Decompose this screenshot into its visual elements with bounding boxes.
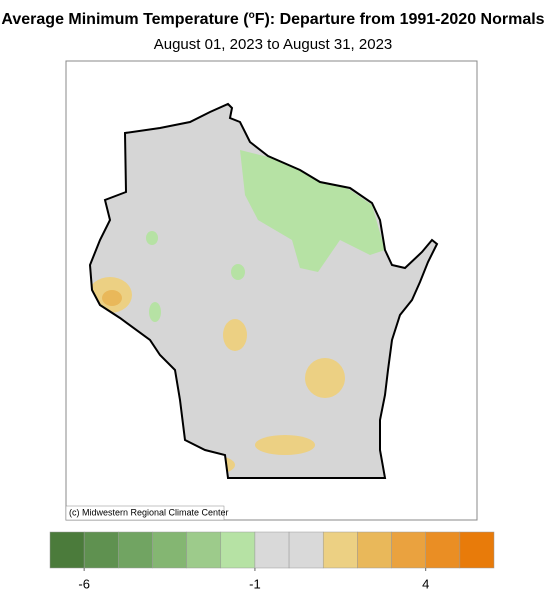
warm-area (102, 290, 122, 306)
warm-area (255, 435, 315, 455)
cool-area (149, 302, 161, 322)
legend-swatch (186, 531, 222, 569)
legend-swatch (254, 531, 290, 569)
title: Average Minimum Temperature (oF): Depart… (1, 10, 544, 29)
credit: (c) Midwestern Regional Climate Center (69, 507, 229, 517)
legend-swatch (118, 531, 153, 569)
legend-swatch (220, 531, 256, 569)
legend-swatch (357, 531, 392, 569)
legend: -6 -1 4 (49, 531, 495, 591)
legend-swatch (391, 531, 426, 569)
legend-tick-label: -1 (249, 576, 261, 591)
legend-swatch (152, 531, 187, 569)
legend-tick-label: -6 (78, 576, 90, 591)
legend-swatch (288, 531, 324, 569)
cool-area (240, 150, 385, 272)
legend-swatch (322, 531, 358, 569)
title-text: F): Departure from 1991-2020 Normals (255, 11, 545, 28)
legend-swatch (49, 531, 85, 569)
title-superscript: o (249, 10, 255, 21)
title-text: Average Minimum Temperature ( (1, 11, 249, 28)
cool-area (146, 231, 158, 245)
legend-swatch (459, 531, 495, 569)
credit-box (65, 505, 225, 521)
warm-area (223, 319, 247, 351)
cool-area (231, 264, 245, 280)
warm-area (305, 358, 345, 398)
legend-tick-label: 4 (422, 576, 429, 591)
legend-swatch (425, 531, 461, 569)
legend-swatch (83, 531, 119, 569)
subtitle: August 01, 2023 to August 31, 2023 (154, 36, 393, 53)
